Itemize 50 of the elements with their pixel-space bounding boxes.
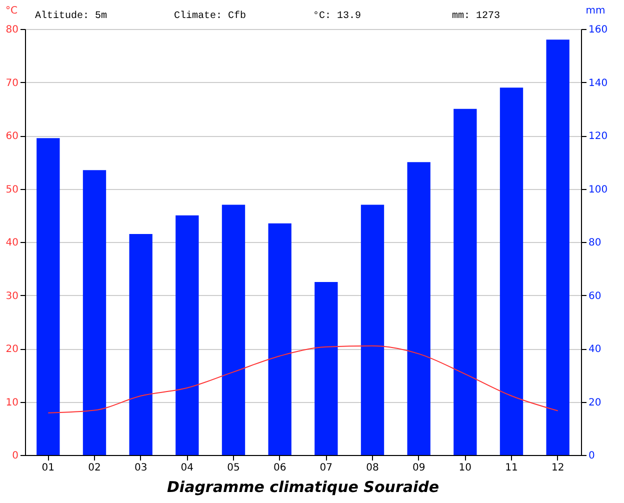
- y2-tick-label: 120: [588, 131, 608, 142]
- y-tick-label: 20: [6, 344, 18, 355]
- text: mm: 1273: [452, 11, 500, 22]
- y2-tick-label: 160: [588, 24, 608, 36]
- y2-tick-label: 20: [588, 397, 602, 408]
- bar: [82, 170, 106, 455]
- bar: [500, 88, 524, 455]
- y-tick-label: 60: [6, 131, 18, 142]
- bar: [546, 40, 570, 455]
- y2-axis-title: mm: [586, 6, 606, 16]
- bar: [222, 204, 246, 455]
- x-tick-label: 07: [320, 462, 333, 474]
- y-tick-label: 0: [12, 450, 18, 462]
- x-tick-label: 08: [366, 462, 379, 474]
- bar: [129, 234, 152, 455]
- bar: [314, 282, 338, 455]
- x-tick-label: 02: [88, 462, 101, 474]
- y2-tick-label: 80: [588, 238, 602, 248]
- y-tick-label: 10: [6, 397, 18, 408]
- x-tick-label: 03: [134, 462, 148, 474]
- bar: [36, 138, 60, 455]
- x-tick-label: 10: [458, 462, 472, 474]
- bar: [176, 215, 199, 455]
- x-tick-label: 09: [412, 462, 426, 474]
- text: °C: 13.9: [313, 11, 362, 22]
- y-tick-label: 30: [6, 290, 18, 302]
- text: Altitude: 5m: [35, 10, 108, 22]
- text: Climate: Cfb: [174, 10, 246, 22]
- y-tick-label: 80: [6, 24, 18, 36]
- x-tick-label: 04: [180, 462, 194, 474]
- x-tick-label: 12: [551, 462, 564, 474]
- x-tick-label: 11: [505, 462, 518, 474]
- y-tick-label: 50: [6, 184, 18, 196]
- bar: [407, 162, 430, 455]
- y2-tick-label: 100: [588, 184, 608, 196]
- y-axis-title: °C: [6, 6, 18, 16]
- x-tick-label: 05: [227, 462, 240, 474]
- bar: [268, 223, 292, 455]
- line-series: [48, 345, 558, 414]
- bar: [360, 204, 384, 455]
- x-tick-label: 01: [42, 462, 55, 474]
- y2-tick-label: 40: [588, 344, 602, 355]
- text: Diagramme climatique Souraide: [166, 478, 440, 496]
- bar: [454, 108, 477, 455]
- y-tick-label: 40: [6, 238, 18, 248]
- y2-tick-label: 60: [588, 290, 602, 302]
- y-tick-label: 70: [6, 78, 18, 89]
- y2-tick-label: 140: [588, 78, 608, 89]
- y2-tick-label: 0: [588, 450, 595, 462]
- x-tick-label: 06: [273, 462, 286, 474]
